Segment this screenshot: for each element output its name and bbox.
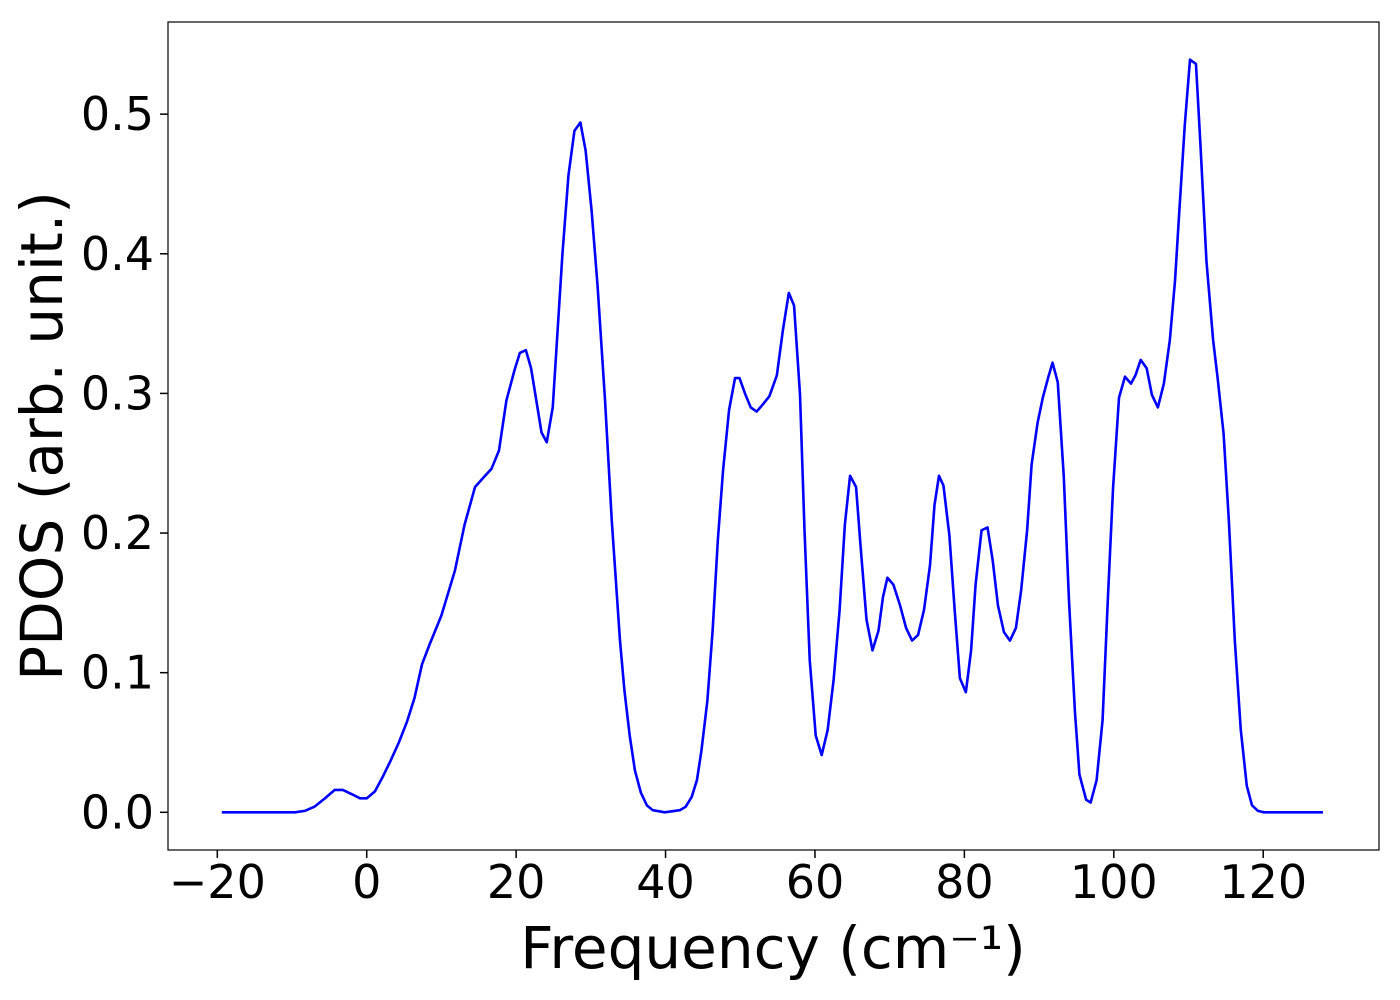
y-tick-label: 0.3 (81, 366, 154, 420)
data-line (221, 58, 1323, 814)
x-axis-label: Frequency (cm⁻¹) (520, 914, 1026, 982)
x-tick-label: 80 (935, 855, 994, 909)
plot-frame (167, 21, 1380, 851)
y-tick-label: 0.0 (81, 785, 154, 839)
x-tick-label: 0 (352, 855, 381, 909)
x-tick-label: 20 (487, 855, 546, 909)
y-tick-label: 0.2 (81, 506, 154, 560)
x-tick-label: 60 (786, 855, 845, 909)
x-tick-label: 40 (636, 855, 695, 909)
y-tick-label: 0.1 (81, 646, 154, 700)
x-tick-label: 100 (1070, 855, 1158, 909)
y-tick-label: 0.4 (81, 227, 154, 281)
x-tick-label: −20 (169, 855, 266, 909)
y-axis-label: PDOS (arb. unit.) (8, 191, 76, 681)
x-tick-label: 120 (1219, 855, 1307, 909)
y-tick-label: 0.5 (81, 87, 154, 141)
